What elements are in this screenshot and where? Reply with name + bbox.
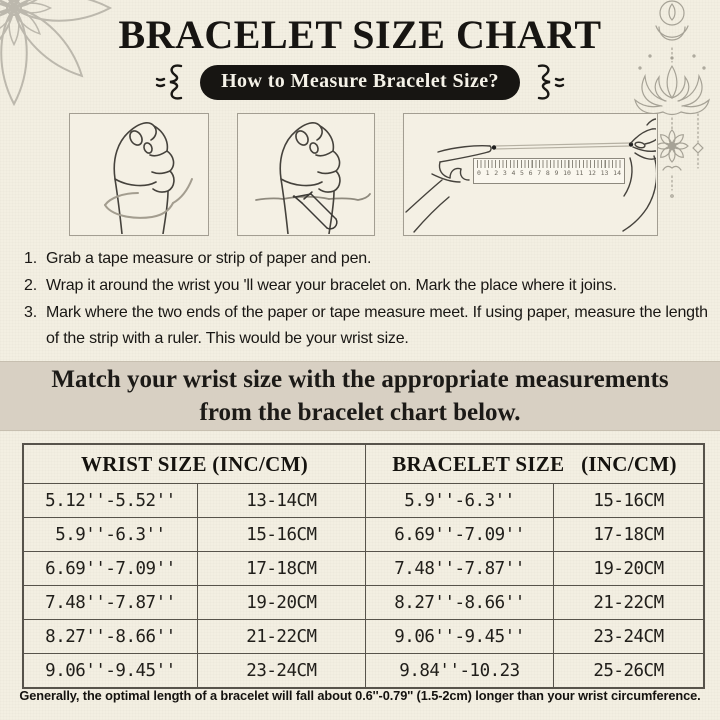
fist-with-pen-icon <box>255 122 371 234</box>
table-cell: 8.27''-8.66'' <box>365 585 554 620</box>
table-row: 6.69''-7.09'' 17-18CM 7.48''-7.87'' 19-2… <box>22 551 705 586</box>
table-cell: 9.06''-9.45'' <box>365 619 554 654</box>
how-to-measure-badge-row: How to Measure Bracelet Size? <box>0 62 720 102</box>
fist-with-cord-icon <box>104 122 193 234</box>
table-cell: 7.48''-7.87'' <box>22 585 198 620</box>
illustration-mark-pen <box>237 113 375 236</box>
step-2: 2. Wrap it around the wrist you 'll wear… <box>24 273 712 299</box>
step-number: 1. <box>24 250 37 267</box>
bracelet-size-header: BRACELET SIZE (INC/CM) <box>365 443 705 484</box>
ruler: 0 1 2 3 4 5 6 7 8 9 10 11 12 13 14 <box>473 158 625 184</box>
table-cell: 5.9''-6.3'' <box>22 517 198 552</box>
table-row: 9.06''-9.45'' 23-24CM 9.84''-10.23 25-26… <box>22 653 705 689</box>
measure-steps: 1. Grab a tape measure or strip of paper… <box>24 246 712 353</box>
table-cell: 9.84''-10.23 <box>365 653 554 689</box>
how-to-measure-badge: How to Measure Bracelet Size? <box>200 64 520 100</box>
table-cell: 13-14CM <box>196 483 367 518</box>
table-cell: 19-20CM <box>552 551 705 586</box>
match-size-banner: Match your wrist size with the appropria… <box>0 361 720 431</box>
table-cell: 7.48''-7.87'' <box>365 551 554 586</box>
table-row: 5.12''-5.52'' 13-14CM 5.9''-6.3'' 15-16C… <box>22 483 705 518</box>
table-cell: 9.06''-9.45'' <box>22 653 198 689</box>
table-cell: 21-22CM <box>196 619 367 654</box>
table-cell: 8.27''-8.66'' <box>22 619 198 654</box>
wrist-size-header: WRIST SIZE (INC/CM) <box>22 443 367 484</box>
table-cell: 15-16CM <box>196 517 367 552</box>
step-1: 1. Grab a tape measure or strip of paper… <box>24 246 712 272</box>
table-cell: 17-18CM <box>196 551 367 586</box>
banner-line-1: Match your wrist size with the appropria… <box>51 366 669 393</box>
flourish-bracket-left-icon <box>155 64 183 100</box>
table-row: 5.9''-6.3'' 15-16CM 6.69''-7.09'' 17-18C… <box>22 517 705 552</box>
illustration-wrap-tape <box>69 113 209 236</box>
table-row: 7.48''-7.87'' 19-20CM 8.27''-8.66'' 21-2… <box>22 585 705 620</box>
step-3: 3. Mark where the two ends of the paper … <box>24 300 712 352</box>
hands-with-strip-icon <box>405 118 656 233</box>
table-header-row: WRIST SIZE (INC/CM) BRACELET SIZE (INC/C… <box>22 443 705 484</box>
table-cell: 23-24CM <box>196 653 367 689</box>
page-title: BRACELET SIZE CHART <box>118 12 602 57</box>
table-cell: 6.69''-7.09'' <box>22 551 198 586</box>
footer-note: Generally, the optimal length of a brace… <box>19 688 701 703</box>
step-text: Grab a tape measure or strip of paper an… <box>46 250 372 267</box>
step-text: Mark where the two ends of the paper or … <box>46 304 708 347</box>
table-row: 8.27''-8.66'' 21-22CM 9.06''-9.45'' 23-2… <box>22 619 705 654</box>
table-cell: 5.12''-5.52'' <box>22 483 198 518</box>
step-number: 2. <box>24 277 37 294</box>
step-text: Wrap it around the wrist you 'll wear yo… <box>46 277 617 294</box>
flourish-bracket-right-icon <box>537 64 565 100</box>
table-cell: 5.9''-6.3'' <box>365 483 554 518</box>
table-cell: 25-26CM <box>552 653 705 689</box>
table-cell: 17-18CM <box>552 517 705 552</box>
table-cell: 21-22CM <box>552 585 705 620</box>
banner-line-2: from the bracelet chart below. <box>199 399 521 426</box>
table-cell: 23-24CM <box>552 619 705 654</box>
step-number: 3. <box>24 304 37 321</box>
ruler-numbers: 0 1 2 3 4 5 6 7 8 9 10 11 12 13 14 <box>477 169 621 177</box>
table-cell: 6.69''-7.09'' <box>365 517 554 552</box>
illustration-measure-ruler: 0 1 2 3 4 5 6 7 8 9 10 11 12 13 14 <box>403 113 658 236</box>
ruler-ticks <box>477 160 621 168</box>
table-cell: 15-16CM <box>552 483 705 518</box>
table-cell: 19-20CM <box>196 585 367 620</box>
size-table: WRIST SIZE (INC/CM) BRACELET SIZE (INC/C… <box>22 443 705 689</box>
